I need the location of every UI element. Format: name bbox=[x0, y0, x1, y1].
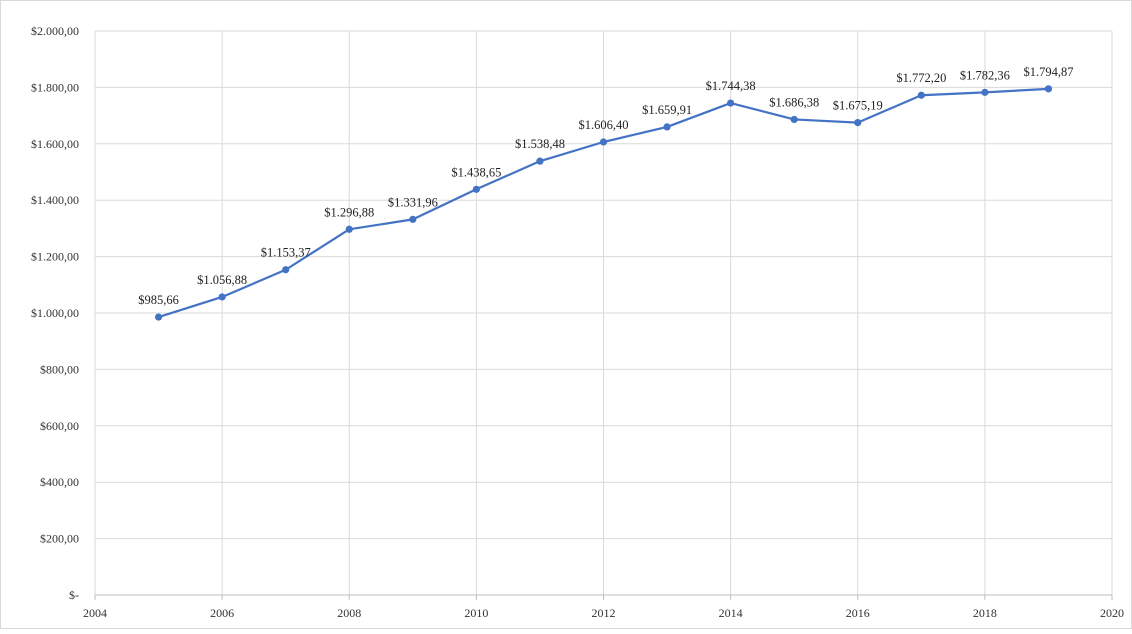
data-series bbox=[154, 85, 1053, 321]
data-point bbox=[790, 115, 798, 124]
data-label: $1.438,65 bbox=[451, 165, 501, 179]
data-label: $1.675,19 bbox=[833, 99, 883, 113]
data-point bbox=[1044, 85, 1053, 93]
y-tick-label: $1.800,00 bbox=[31, 80, 79, 94]
data-label: $1.794,87 bbox=[1023, 65, 1073, 79]
y-tick-label: $1.000,00 bbox=[31, 306, 79, 320]
data-point bbox=[218, 293, 226, 301]
data-point bbox=[154, 313, 163, 321]
x-tick-label: 2004 bbox=[83, 606, 107, 620]
data-point bbox=[599, 138, 608, 146]
data-point bbox=[282, 266, 290, 274]
data-label: $1.659,91 bbox=[642, 103, 692, 117]
data-label: $1.538,48 bbox=[515, 137, 565, 151]
x-tick-label: 2008 bbox=[337, 606, 361, 620]
y-tick-label: $400,00 bbox=[40, 475, 79, 489]
y-tick-labels: $- $200,00 $400,00 $600,00 $800,00 $1.000,00 $… bbox=[31, 24, 79, 602]
y-tick-label: $1.600,00 bbox=[31, 137, 79, 151]
y-tick-label: $200,00 bbox=[40, 532, 79, 546]
data-label: $1.296,88 bbox=[324, 205, 374, 219]
x-tick-label: 2018 bbox=[973, 606, 997, 620]
axes bbox=[94, 594, 1113, 600]
data-label: $1.056,88 bbox=[197, 273, 247, 287]
data-point bbox=[854, 118, 862, 127]
y-tick-label: $800,00 bbox=[40, 362, 79, 376]
data-point bbox=[345, 225, 353, 233]
data-label: $1.606,40 bbox=[579, 118, 629, 132]
gridlines bbox=[94, 30, 1113, 595]
data-label: $1.772,20 bbox=[896, 71, 946, 85]
data-label: $1.153,37 bbox=[261, 246, 311, 260]
x-tick-label: 2020 bbox=[1100, 606, 1124, 620]
x-tick-label: 2016 bbox=[846, 606, 870, 620]
data-label: $1.744,38 bbox=[706, 79, 756, 93]
data-point bbox=[409, 215, 417, 223]
data-labels: $985,66 $1.056,88 $1.153,37 $1.296,88 $1.331… bbox=[138, 65, 1073, 307]
data-label: $1.686,38 bbox=[769, 95, 819, 109]
x-tick-label: 2012 bbox=[592, 606, 616, 620]
data-point bbox=[727, 99, 735, 107]
data-point bbox=[663, 123, 671, 131]
data-point bbox=[472, 185, 480, 193]
y-tick-label: $1.400,00 bbox=[31, 193, 79, 207]
data-label: $1.782,36 bbox=[960, 68, 1010, 82]
y-tick-label: $- bbox=[69, 588, 79, 602]
y-tick-label: $2.000,00 bbox=[31, 24, 79, 38]
x-tick-labels: 2004 2006 2008 2010 2012 2014 2016 2018 2020 bbox=[83, 606, 1124, 620]
x-tick-label: 2014 bbox=[719, 606, 743, 620]
x-tick-label: 2006 bbox=[210, 606, 234, 620]
data-point bbox=[536, 157, 544, 165]
x-tick-label: 2010 bbox=[464, 606, 488, 620]
data-label: $985,66 bbox=[138, 293, 179, 307]
data-label: $1.331,96 bbox=[388, 195, 438, 209]
y-tick-label: $1.200,00 bbox=[31, 250, 79, 264]
data-point bbox=[917, 91, 925, 99]
y-tick-label: $600,00 bbox=[40, 419, 79, 433]
data-point bbox=[981, 88, 989, 96]
